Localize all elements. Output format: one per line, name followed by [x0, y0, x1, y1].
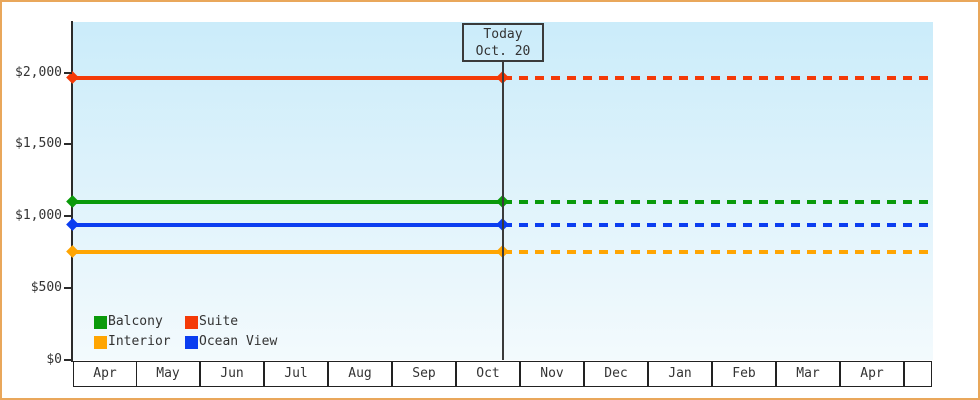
legend-item-interior: Interior	[94, 334, 185, 350]
y-tick-label: $1,000	[15, 208, 62, 224]
month-cell-apr-0: Apr	[73, 361, 137, 387]
y-tick-label: $1,500	[15, 136, 62, 152]
legend-item-suite: Suite	[185, 314, 277, 330]
y-tick-label: $500	[30, 280, 62, 296]
legend-swatch-icon	[185, 335, 198, 349]
y-axis-line	[71, 21, 73, 362]
month-cell-oct-6: Oct	[456, 361, 520, 387]
month-cell-dec-8: Dec	[584, 361, 648, 387]
today-callout-title: Today	[483, 26, 523, 42]
month-cell-may-1: May	[136, 361, 200, 387]
legend-label: Ocean View	[199, 334, 278, 349]
series-line-balcony	[73, 199, 503, 204]
series-projection-ocean-view	[503, 222, 933, 227]
y-tick-mark	[64, 359, 72, 361]
month-cell-apr-12: Apr	[840, 361, 904, 387]
series-projection-balcony	[503, 199, 933, 204]
y-tick-mark	[64, 287, 72, 290]
month-cell-partial	[904, 361, 932, 387]
series-line-ocean-view	[73, 222, 503, 227]
legend-label: Interior	[108, 334, 171, 349]
legend-label: Suite	[199, 314, 239, 329]
month-cell-jun-2: Jun	[200, 361, 264, 387]
y-tick-label: $2,000	[15, 64, 62, 80]
legend-swatch-icon	[94, 335, 107, 349]
month-cell-feb-10: Feb	[712, 361, 776, 387]
series-line-suite	[73, 76, 503, 81]
legend-swatch-icon	[94, 315, 107, 329]
month-cell-jan-9: Jan	[648, 361, 712, 387]
today-callout: Today Oct. 20	[462, 23, 544, 62]
month-cell-mar-11: Mar	[776, 361, 840, 387]
today-callout-date: Oct. 20	[475, 43, 531, 59]
series-projection-interior	[503, 250, 933, 255]
month-cell-jul-3: Jul	[264, 361, 328, 387]
x-axis-month-row: Apr May Jun Jul Aug Sep Oct Nov Dec Jan Feb Mar Apr	[73, 361, 933, 388]
month-cell-nov-7: Nov	[520, 361, 584, 387]
legend: Balcony Suite Interior Ocean View	[94, 314, 277, 350]
y-tick-mark	[64, 215, 72, 218]
legend-item-balcony: Balcony	[94, 314, 185, 330]
series-projection-suite	[503, 76, 933, 81]
y-tick-label: $0	[46, 352, 62, 367]
today-vertical-line	[502, 60, 504, 360]
month-cell-aug-4: Aug	[328, 361, 392, 387]
legend-swatch-icon	[185, 315, 198, 329]
y-tick-mark	[64, 71, 72, 74]
y-tick-mark	[64, 143, 72, 146]
legend-label: Balcony	[108, 314, 163, 329]
month-cell-sep-5: Sep	[392, 361, 456, 387]
legend-item-ocean-view: Ocean View	[185, 334, 277, 350]
series-line-interior	[73, 250, 503, 255]
